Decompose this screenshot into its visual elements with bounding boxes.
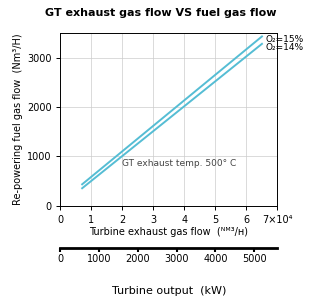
- Text: Turbine output  (kW): Turbine output (kW): [112, 286, 226, 296]
- Text: O₂=15%: O₂=15%: [265, 35, 303, 44]
- Y-axis label: Re-powering fuel gas flow  (Nm³/H): Re-powering fuel gas flow (Nm³/H): [13, 33, 23, 205]
- Text: GT exhaust gas flow VS fuel gas flow: GT exhaust gas flow VS fuel gas flow: [46, 8, 277, 17]
- Text: O₂=14%: O₂=14%: [265, 43, 303, 52]
- Text: GT exhaust temp. 500° C: GT exhaust temp. 500° C: [122, 159, 237, 168]
- X-axis label: Turbine exhaust gas flow  (ᴺᴹ³/ʜ): Turbine exhaust gas flow (ᴺᴹ³/ʜ): [90, 227, 248, 237]
